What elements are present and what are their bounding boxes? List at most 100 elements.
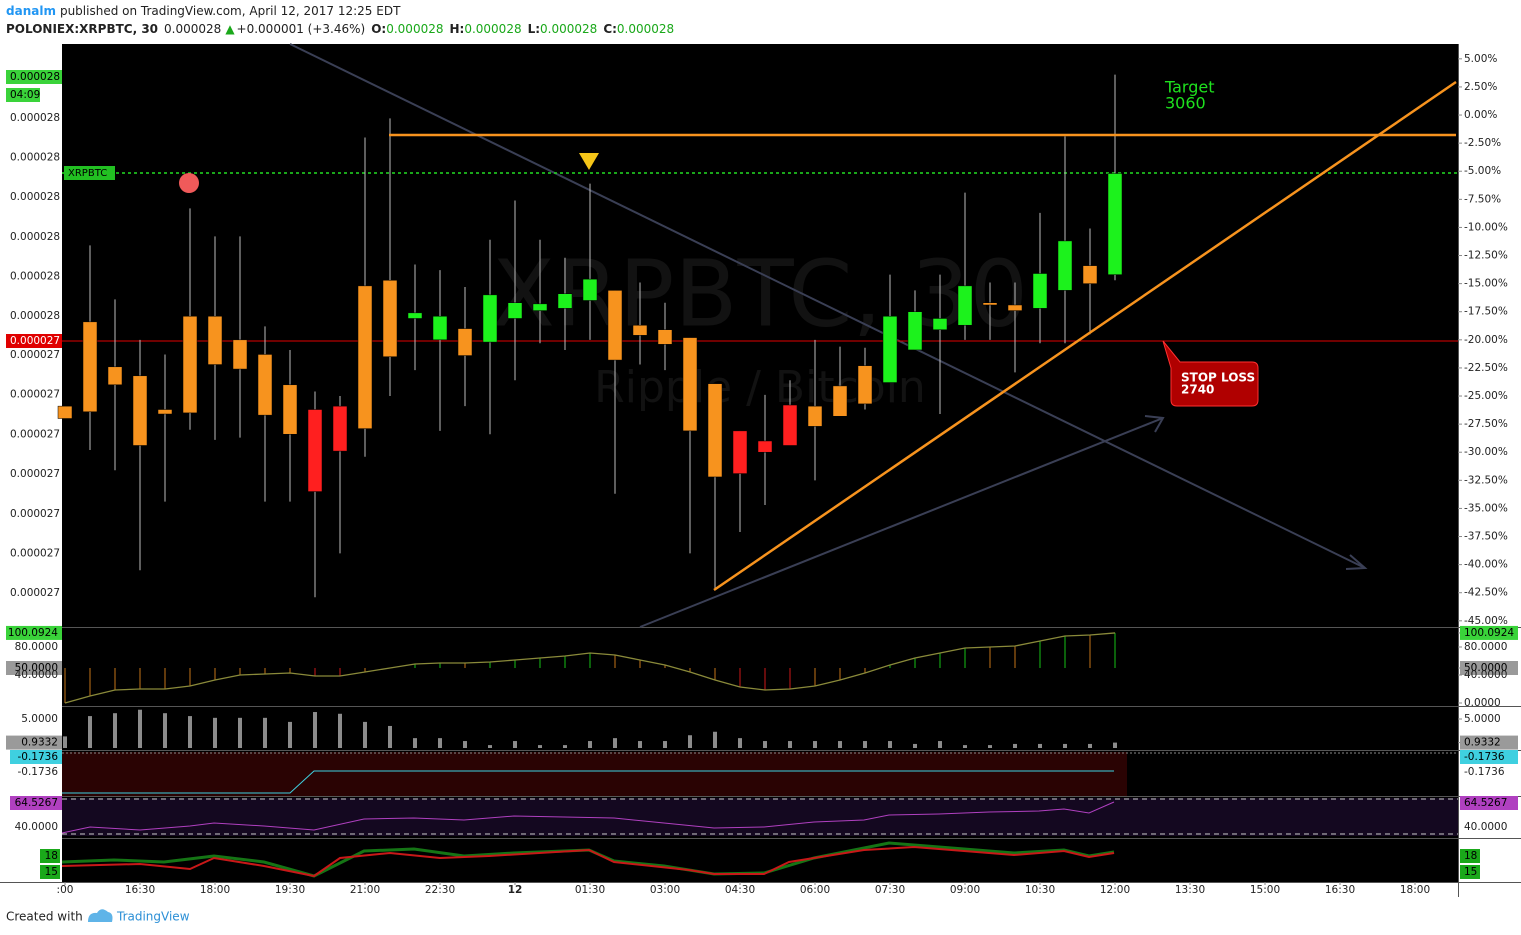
panel-label: 18 xyxy=(45,850,58,862)
y-tick-label: 100.0924 xyxy=(1464,627,1514,639)
y-tick-label: -35.00% xyxy=(1464,502,1508,514)
candle-body xyxy=(257,354,273,416)
y-tick-box xyxy=(1460,625,1518,640)
candle-body xyxy=(357,285,373,429)
volume-bar xyxy=(163,713,167,748)
y-tick-label: 0.9332 xyxy=(1464,737,1501,749)
panel-label-box xyxy=(1460,796,1518,810)
timer-label: 04:09 xyxy=(10,89,40,101)
watermark: XRPBTC, 30 xyxy=(492,240,1028,347)
logo xyxy=(88,909,113,922)
volume-bar xyxy=(613,738,617,748)
drawings xyxy=(62,43,1458,628)
y-tick-label: -17.50% xyxy=(1464,306,1508,318)
y-tick-label: 0.00% xyxy=(1464,109,1497,121)
volume-bar xyxy=(1013,743,1017,748)
candle-body xyxy=(1082,265,1098,284)
stop-box xyxy=(1162,340,1259,407)
x-tick-label: 10:30 xyxy=(1025,884,1055,896)
symbol-tag: XRPBTC xyxy=(68,168,107,179)
trend-arrow xyxy=(639,417,1164,628)
x-tick-label: 12 xyxy=(508,884,523,896)
author[interactable]: danalm xyxy=(6,4,56,18)
volume-bar xyxy=(1113,742,1117,748)
y-tick-label: -7.50% xyxy=(1464,193,1501,205)
candle-body xyxy=(907,311,923,351)
c-label: C: xyxy=(603,22,617,36)
volume-bar xyxy=(963,745,967,748)
candle-body xyxy=(557,293,573,309)
left-tick-label: 0.000027 xyxy=(10,587,60,599)
panel-label-box xyxy=(1460,849,1480,863)
c: 0.000028 xyxy=(617,22,674,36)
header-line-1: danalm published on TradingView.com, Apri… xyxy=(6,4,401,18)
volume-bar xyxy=(263,717,267,748)
volume-bar xyxy=(238,717,242,748)
volume-bar xyxy=(63,736,67,748)
volume-bar xyxy=(288,721,292,748)
left-tick-label: 0.000027 xyxy=(10,428,60,440)
volume-bar xyxy=(863,741,867,748)
y-tick-label: -45.00% xyxy=(1464,615,1508,627)
panel-label-box xyxy=(40,865,60,879)
x-tick-label: 04:30 xyxy=(725,884,755,896)
o: 0.000028 xyxy=(386,22,443,36)
candle-body xyxy=(182,315,198,414)
o-label: O: xyxy=(371,22,386,36)
stop-price-box xyxy=(6,334,62,348)
arrow-head xyxy=(1345,554,1368,570)
candle-body xyxy=(632,324,648,336)
y-tick-label: -22.50% xyxy=(1464,362,1508,374)
x-tick-label: 16:30 xyxy=(125,884,155,896)
left-tick-label: 0.000027 xyxy=(10,349,60,361)
volume-bar xyxy=(538,745,542,748)
y-tick-box xyxy=(1460,735,1518,750)
candle-body xyxy=(157,409,173,415)
candle-body xyxy=(982,302,998,306)
candle-body xyxy=(432,315,448,341)
volume-bar xyxy=(1038,743,1042,748)
x-tick-label: 15:00 xyxy=(1250,884,1280,896)
volume-bar xyxy=(788,741,792,748)
candle-body xyxy=(957,285,973,326)
volume-bar xyxy=(888,741,892,748)
candle-body xyxy=(307,409,323,492)
volume-bar xyxy=(413,738,417,748)
candle-body xyxy=(882,315,898,383)
candle-body xyxy=(782,404,798,446)
y-tick-box xyxy=(6,625,62,640)
y-tick-label: -10.00% xyxy=(1464,221,1508,233)
candle-body xyxy=(407,312,423,319)
panel-label-box xyxy=(10,750,62,764)
left-tick-label: 0.000028 xyxy=(10,152,60,164)
volume-bar xyxy=(338,713,342,748)
y-tick-label: 50.0000 xyxy=(1464,662,1507,674)
price-box xyxy=(6,70,62,84)
x-tick-label: 13:30 xyxy=(1175,884,1205,896)
candle-body xyxy=(1107,173,1123,275)
left-tick-label: 0.000027 xyxy=(10,548,60,560)
left-tick-label: 0.000028 xyxy=(10,310,60,322)
footer-brand[interactable]: TradingView xyxy=(116,910,190,924)
volume-bar xyxy=(138,709,142,748)
l: 0.000028 xyxy=(540,22,597,36)
y-tick-label-left: 100.0924 xyxy=(8,627,58,639)
x-tick-label: 12:00 xyxy=(1100,884,1130,896)
volume-bar xyxy=(588,741,592,748)
price-box-label: 0.000028 xyxy=(10,71,60,83)
volume-bar xyxy=(913,743,917,748)
candle-body xyxy=(857,365,873,405)
y-tick-box xyxy=(6,735,62,750)
y-tick-label: 0.0000 xyxy=(1464,697,1501,709)
candle-body xyxy=(1032,273,1048,309)
x-tick-label: 21:00 xyxy=(350,884,380,896)
y-tick-label: -25.00% xyxy=(1464,390,1508,402)
candle-body xyxy=(932,318,948,330)
panel-label: -0.1736 xyxy=(1464,766,1505,778)
volume-bar xyxy=(763,741,767,748)
y-tick-label: 2.50% xyxy=(1464,81,1497,93)
candle-body xyxy=(532,303,548,311)
candle-body xyxy=(457,328,473,356)
x-tick-label: 16:30 xyxy=(1325,884,1355,896)
